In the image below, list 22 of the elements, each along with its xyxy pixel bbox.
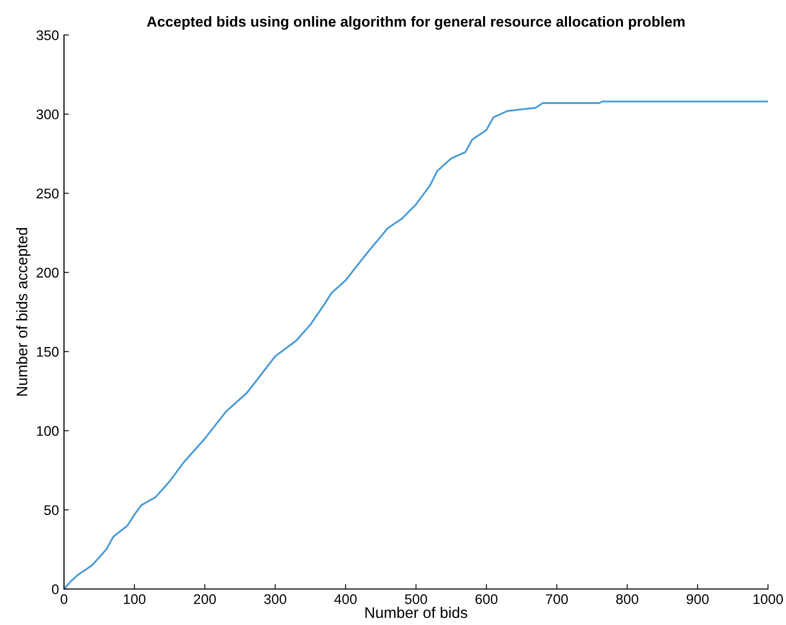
y-tick-label: 150 — [37, 346, 59, 357]
x-tick-label: 1000 — [754, 594, 783, 604]
y-tick-label: 250 — [36, 188, 59, 198]
x-tick-label: 900 — [686, 594, 709, 604]
x-axis-title: Number of bids — [365, 606, 468, 618]
y-tick-label: 50 — [44, 505, 59, 516]
y-axis-title: Number of bids accepted — [16, 228, 30, 396]
x-tick-label: 800 — [616, 594, 638, 604]
y-tick-label: 350 — [36, 30, 59, 40]
y-tick-label: 300 — [36, 109, 59, 120]
y-tick-label: 100 — [37, 426, 59, 436]
y-tick-label: 0 — [52, 584, 59, 594]
x-tick-label: 200 — [194, 594, 216, 604]
y-tick-label: 200 — [36, 268, 59, 278]
chart-title: Accepted bids using online algorithm for general resource allocation problem — [146, 16, 685, 30]
x-tick-label: 300 — [264, 594, 286, 604]
x-tick-label: 600 — [476, 594, 498, 604]
x-tick-label: 700 — [546, 594, 568, 604]
x-tick-label: 0 — [60, 594, 68, 604]
x-tick-label: 100 — [124, 594, 146, 604]
x-tick-label: 500 — [404, 594, 428, 604]
x-tick-label: 400 — [334, 594, 357, 604]
